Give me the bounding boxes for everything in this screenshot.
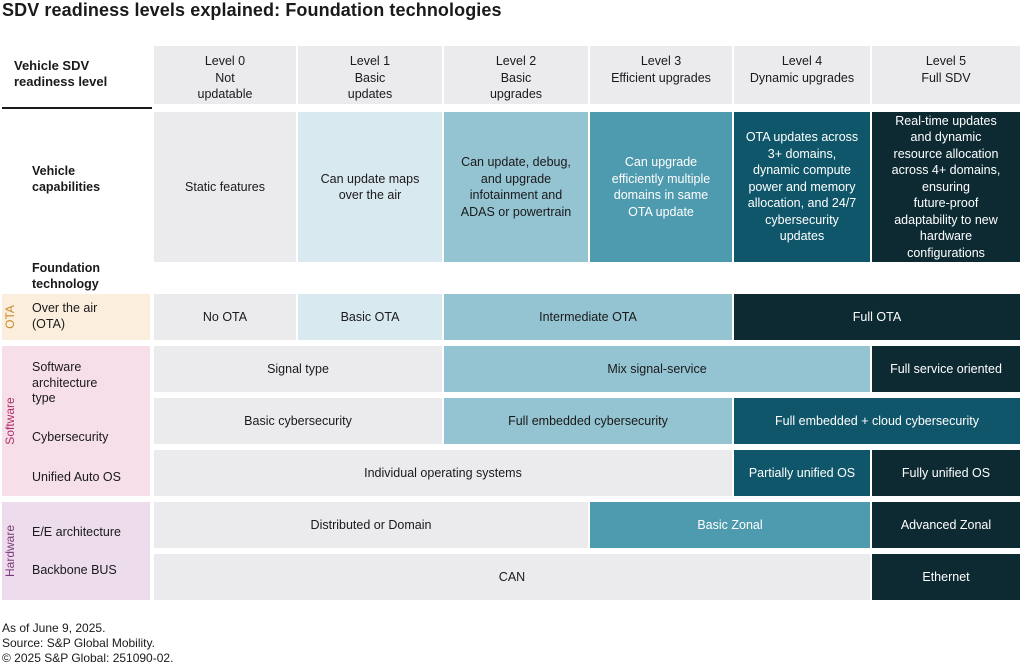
software-group-label: Software [3,397,17,445]
ee-level-0-2: Distributed or Domain [154,502,588,548]
foundation-technology-label: Foundation technology [32,261,101,291]
vehicle-capabilities-label: Vehicle capabilities [32,164,101,194]
level-5-header: Level 5 Full SDV [872,46,1020,104]
sw-arch-level-2-4: Mix signal-service [444,346,870,392]
level-4-header: Level 4 Dynamic upgrades [734,46,870,104]
hardware-group-label: Hardware [3,524,17,578]
hardware-band [2,502,150,600]
software-architecture-row-label: Software architecture type [32,360,98,406]
sw-arch-level-0-1: Signal type [154,346,442,392]
bus-level-5: Ethernet [872,554,1020,600]
ee-level-3-4: Basic Zonal [590,502,870,548]
bus-level-0-4: CAN [154,554,870,600]
os-level-4: Partially unified OS [734,450,870,496]
cyber-level-0-1: Basic cybersecurity [154,398,442,444]
capability-level-2: Can update, debug, and upgrade infotainm… [444,112,588,262]
unified-os-row-label: Unified Auto OS [32,470,121,484]
ee-level-5: Advanced Zonal [872,502,1020,548]
footer-source: Source: S&P Global Mobility. [2,636,155,650]
ota-band [2,294,150,340]
ota-level-2-3: Intermediate OTA [444,294,732,340]
level-2-header: Level 2 Basic upgrades [444,46,588,104]
software-band [2,346,150,496]
level-0-header: Level 0 Not updatable [154,46,296,104]
ota-level-4-5: Full OTA [734,294,1020,340]
backbone-bus-row-label: Backbone BUS [32,563,117,577]
capability-level-0: Static features [154,112,296,262]
readiness-level-header: Vehicle SDV readiness level [14,58,108,90]
header-divider [2,107,152,109]
page-title: SDV readiness levels explained: Foundati… [2,0,502,20]
ota-group-label: OTA [3,305,17,329]
cybersecurity-row-label: Cybersecurity [32,430,109,444]
ota-level-0: No OTA [154,294,296,340]
os-level-5: Fully unified OS [872,450,1020,496]
capability-level-4: OTA updates across 3+ domains, dynamic c… [734,112,870,262]
capability-level-5: Real-time updates and dynamic resource a… [872,112,1020,262]
ee-architecture-row-label: E/E architecture [32,525,121,539]
ota-level-1: Basic OTA [298,294,442,340]
capability-level-3: Can upgrade efficiently multiple domains… [590,112,732,262]
level-3-header: Level 3 Efficient upgrades [590,46,732,104]
capability-level-1: Can update maps over the air [298,112,442,262]
sw-arch-level-5: Full service oriented [872,346,1020,392]
footer-date: As of June 9, 2025. [2,621,106,635]
footer-copyright: © 2025 S&P Global: 251090-02. [2,651,174,665]
ota-row-label: Over the air (OTA) [32,301,98,331]
cyber-level-2-3: Full embedded cybersecurity [444,398,732,444]
level-1-header: Level 1 Basic updates [298,46,442,104]
os-level-0-3: Individual operating systems [154,450,732,496]
cyber-level-4-5: Full embedded + cloud cybersecurity [734,398,1020,444]
